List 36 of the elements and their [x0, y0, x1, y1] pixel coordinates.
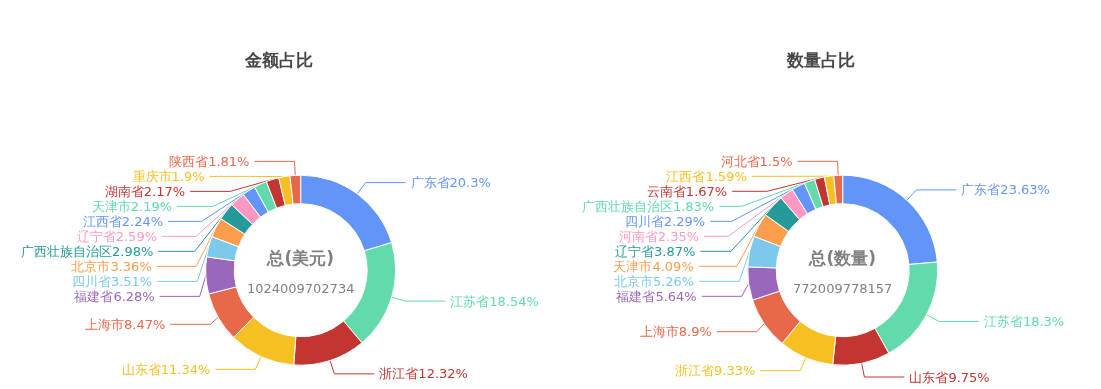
slice-label: 浙江省12.32% [379, 366, 468, 382]
slice-label: 重庆市1.9% [132, 168, 205, 184]
slice-label: 四川省3.51% [71, 273, 153, 289]
chart-title: 数量占比 [786, 49, 855, 70]
slice-label: 广东省23.63% [961, 182, 1050, 198]
slice-label: 河北省1.5% [720, 153, 793, 169]
text: 总(数量) [808, 248, 876, 268]
slice-label: 福建省6.28% [74, 288, 155, 304]
slice-label: 辽宁省2.59% [76, 228, 158, 244]
chart-title: 金额占比 [244, 49, 313, 70]
text: 1024009702734 [246, 280, 355, 296]
slice-label: 天津市2.19% [91, 198, 173, 214]
slice-label: 浙江省9.33% [675, 363, 756, 379]
text: 772009778157 [793, 280, 893, 296]
slice-label: 河南省2.35% [618, 228, 700, 244]
slice-label: 广西壮族自治区2.98% [20, 243, 154, 259]
slice-label: 辽宁省3.87% [615, 243, 696, 259]
slice-label: 江西省1.59% [666, 168, 747, 184]
slice-label: 云南省1.67% [646, 183, 728, 199]
slice-label: 北京市3.36% [71, 258, 152, 274]
slice-label: 北京市5.26% [613, 273, 695, 289]
slice-label: 江苏省18.3% [983, 313, 1065, 329]
slice-label: 江苏省18.54% [450, 293, 539, 309]
slice-label: 广东省20.3% [410, 175, 491, 191]
slice-label: 福建省5.64% [616, 288, 697, 304]
slice-label: 上海市8.9% [639, 324, 712, 340]
slice-label: 广西壮族自治区1.83% [581, 198, 715, 214]
slice-label: 湖南省2.17% [104, 183, 186, 199]
slice-label: 江西省2.24% [82, 213, 164, 229]
slice-label: 山东省9.75% [909, 369, 990, 385]
text: 总(美元) [266, 248, 334, 268]
slice-label: 山东省11.34% [121, 361, 211, 377]
slice-label: 天津市4.09% [613, 258, 694, 274]
slice-label: 上海市8.47% [84, 316, 166, 332]
slice-label: 陕西省1.81% [169, 153, 250, 169]
slice-label: 四川省2.29% [624, 213, 706, 229]
